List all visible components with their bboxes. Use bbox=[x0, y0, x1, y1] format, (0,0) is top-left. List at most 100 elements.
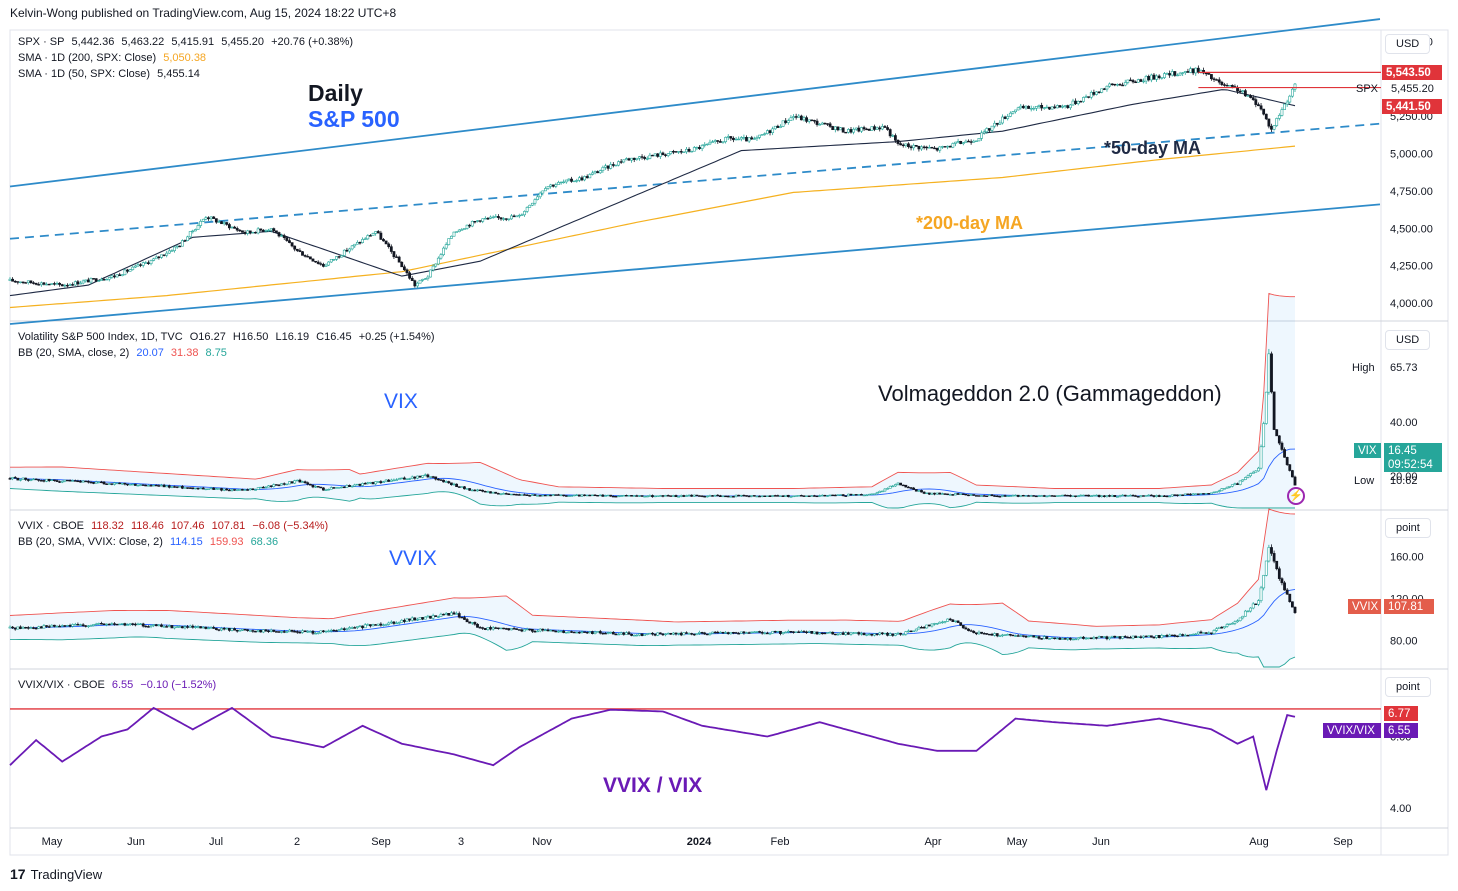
spx-body-331 bbox=[873, 126, 876, 130]
spx-candle-149 bbox=[397, 255, 401, 263]
spx-candle-106 bbox=[285, 236, 289, 242]
spx-body-138 bbox=[369, 235, 372, 237]
vix-body-385 bbox=[1014, 494, 1017, 497]
spx-candle-323 bbox=[852, 127, 856, 135]
time-axis[interactable]: May Jun Jul 2 Sep 3 Nov 2024 Feb Apr May Jun Aug Sep bbox=[42, 836, 1353, 848]
spx-panel[interactable] bbox=[8, 18, 1381, 325]
vvix-candle-87 bbox=[235, 629, 239, 633]
spx-body-241 bbox=[638, 156, 641, 159]
spx-currency-button[interactable]: USD bbox=[1385, 34, 1431, 54]
vvix-candle-406 bbox=[1068, 637, 1072, 641]
vix-body-152 bbox=[405, 478, 409, 481]
vvix-body-462 bbox=[1215, 628, 1219, 631]
vvix-body-443 bbox=[1165, 635, 1169, 637]
vix-body-410 bbox=[1079, 494, 1083, 497]
vvix-body-55 bbox=[152, 624, 156, 626]
vix-body-348 bbox=[917, 490, 921, 492]
vvix-body-222 bbox=[588, 631, 592, 633]
vix-candle-239 bbox=[632, 495, 636, 497]
spx-candle-190 bbox=[504, 218, 508, 222]
vvix-body-70 bbox=[191, 625, 195, 628]
vvix-candle-487 bbox=[1280, 577, 1284, 586]
vvix-unit-button[interactable]: point bbox=[1385, 518, 1431, 538]
ratio-panel[interactable] bbox=[9, 706, 1381, 791]
vix-body-318 bbox=[839, 494, 842, 496]
vix-candle-390 bbox=[1027, 494, 1030, 497]
vvix-candle-490 bbox=[1288, 593, 1292, 603]
ratio-unit-button[interactable]: point bbox=[1385, 677, 1431, 697]
vvix-body-398 bbox=[1048, 638, 1051, 640]
vix-body-162 bbox=[431, 476, 435, 478]
vix-body-416 bbox=[1095, 494, 1098, 497]
spx-candle-110 bbox=[295, 248, 299, 253]
spx-body-183 bbox=[486, 217, 490, 220]
spx-candle-432 bbox=[1136, 78, 1140, 83]
spx-body-206 bbox=[546, 186, 550, 189]
vvix-panel[interactable] bbox=[8, 508, 1297, 668]
vvix-body-309 bbox=[815, 631, 819, 635]
spx-resistance-upper-tag: 5,543.50 bbox=[1382, 65, 1442, 80]
vix-candle-314 bbox=[828, 494, 832, 497]
spx-body-14 bbox=[45, 283, 48, 286]
vvix-candle-261 bbox=[690, 632, 694, 636]
vvix-body-380 bbox=[1001, 634, 1004, 637]
vix-body-401 bbox=[1055, 495, 1059, 497]
vix-body-377 bbox=[993, 495, 997, 497]
spx-candle-105 bbox=[282, 233, 286, 240]
vvix-body-42 bbox=[118, 623, 122, 626]
spx-body-339 bbox=[893, 135, 897, 141]
vvix-candle-73 bbox=[199, 626, 203, 629]
vix-body-215 bbox=[570, 495, 573, 497]
vvix-body-288 bbox=[760, 632, 764, 634]
vix-body-469 bbox=[1233, 483, 1237, 485]
vix-body-92 bbox=[248, 488, 252, 491]
vvix-candle-368 bbox=[969, 629, 973, 632]
spx-candle-142 bbox=[379, 230, 383, 240]
spx-candle-491 bbox=[1290, 87, 1294, 98]
spx-candle-181 bbox=[481, 218, 485, 224]
ratio-legend: VVIX/VIX · CBOE 6.55 −0.10 (−1.52%) bbox=[18, 677, 220, 693]
vvix-body-26 bbox=[76, 624, 80, 626]
vvix-candle-461 bbox=[1212, 629, 1216, 635]
spx-body-442 bbox=[1163, 73, 1166, 78]
spx-candle-138 bbox=[369, 234, 372, 237]
vvix-body-90 bbox=[243, 629, 247, 631]
spx-body-458 bbox=[1204, 72, 1208, 75]
vix-currency-button[interactable]: USD bbox=[1385, 330, 1431, 350]
vvix-candle-227 bbox=[601, 632, 605, 635]
vix-body-199 bbox=[528, 495, 532, 497]
price-axes[interactable]: 4,000.004,250.004,500.004,750.005,000.00… bbox=[1390, 36, 1433, 815]
vix-candle-149 bbox=[397, 477, 401, 481]
vix-candle-283 bbox=[747, 495, 751, 498]
vix-body-26 bbox=[76, 480, 80, 483]
vix-body-334 bbox=[880, 490, 884, 493]
vvix-body-410 bbox=[1079, 636, 1083, 639]
vvix-candle-99 bbox=[267, 629, 270, 633]
vvix-candle-283 bbox=[747, 631, 751, 634]
vvix-candle-328 bbox=[865, 634, 869, 637]
vvix-candle-460 bbox=[1210, 632, 1213, 635]
vix-candle-259 bbox=[685, 494, 688, 497]
spx-candle-409 bbox=[1076, 100, 1080, 106]
vix-candle-417 bbox=[1097, 494, 1101, 498]
vvix-candle-407 bbox=[1071, 637, 1075, 641]
vix-body-400 bbox=[1053, 495, 1057, 497]
vvix-candle-125 bbox=[335, 629, 338, 632]
vix-candle-54 bbox=[149, 484, 153, 487]
vix-panel[interactable] bbox=[8, 292, 1297, 509]
spx-candle-207 bbox=[549, 183, 553, 189]
vvix-body-272 bbox=[719, 631, 722, 634]
vix-candle-318 bbox=[839, 494, 842, 496]
vix-body-13 bbox=[42, 480, 46, 482]
spx-body-84 bbox=[227, 224, 231, 229]
spx-candle-128 bbox=[342, 249, 346, 258]
vix-body-189 bbox=[502, 493, 506, 495]
vix-candle-337 bbox=[888, 485, 892, 489]
vix-body-453 bbox=[1191, 493, 1195, 496]
spx-candle-176 bbox=[468, 223, 472, 228]
vix-body-77 bbox=[209, 487, 213, 490]
vix-candle-121 bbox=[324, 488, 328, 491]
vvix-close: 107.81 bbox=[211, 520, 246, 532]
alert-bolt-icon[interactable]: ⚡ bbox=[1287, 487, 1305, 505]
